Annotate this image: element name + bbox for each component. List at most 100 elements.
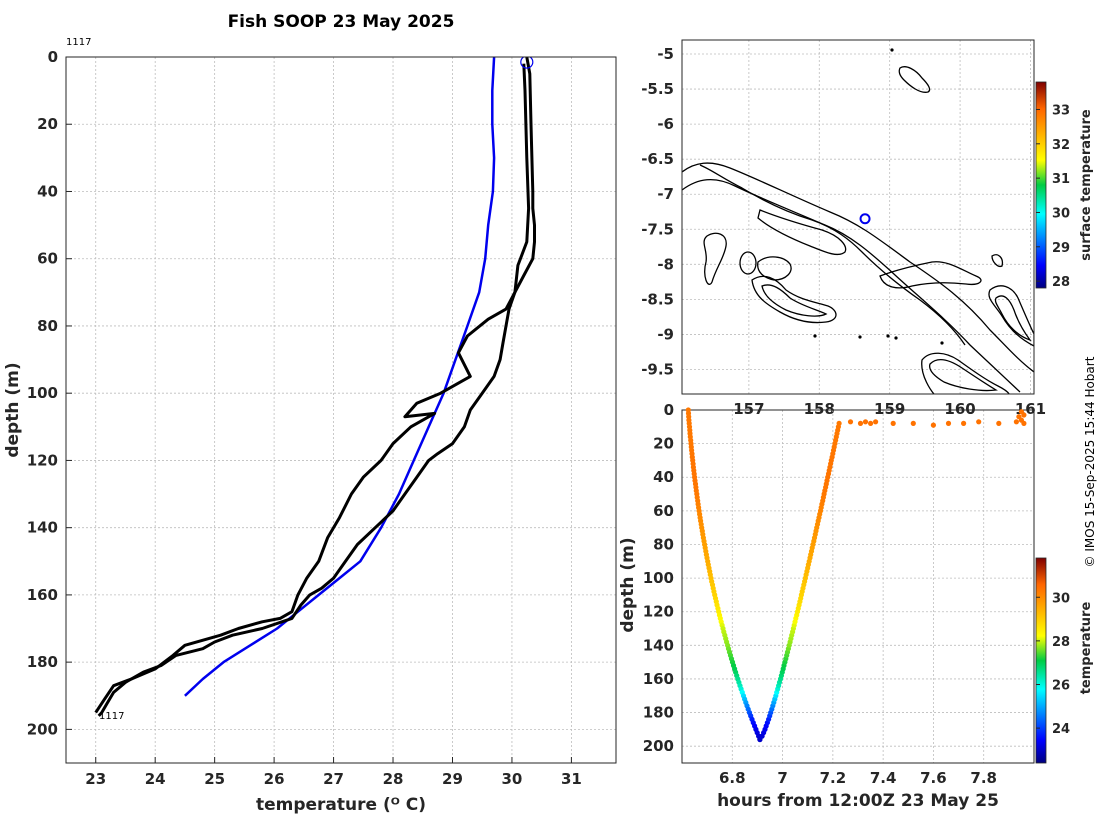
section-x-ticks: 6.8 7 7.2 7.4 7.6 7.8 — [719, 769, 997, 787]
section-colorbar-scale — [1035, 557, 1047, 764]
island-dot-1 — [890, 48, 894, 52]
island-small-ne — [991, 254, 1004, 268]
island-group-west — [751, 275, 837, 324]
section-grid — [682, 409, 1034, 763]
profile-x-tick-4: 27 — [323, 770, 344, 788]
island-east-outline — [988, 285, 1034, 347]
profile-id-top: 1117 — [66, 37, 91, 48]
map-y-tick-2: -6 — [657, 115, 674, 133]
map-x-tick-1: 158 — [804, 400, 835, 418]
map-colorbar-scale — [1035, 81, 1047, 289]
section-surface-point-10 — [976, 419, 982, 425]
section-surface-point-9 — [961, 420, 967, 426]
section-colorbar-label: temperature — [1079, 602, 1094, 695]
profile-x-tick-5: 28 — [383, 770, 404, 788]
section-colorbar-tick-0: 24 — [1052, 722, 1070, 737]
profile-y-tick-3: 60 — [37, 250, 58, 268]
section-x-tick-4: 7.6 — [920, 769, 947, 787]
profile-series-downcast — [97, 57, 536, 717]
island-chain-east — [879, 261, 982, 289]
map-y-tick-5: -7.5 — [641, 220, 674, 238]
section-point-up-94 — [836, 420, 842, 426]
section-surface-point-0 — [847, 419, 854, 425]
island-dot-5 — [940, 341, 944, 345]
section-y-tick-4: 80 — [653, 535, 674, 553]
section-surface-point-3 — [868, 420, 874, 426]
profile-y-tick-5: 100 — [27, 384, 58, 402]
profile-series-upcast — [94, 63, 531, 714]
section-x-tick-2: 7.2 — [820, 769, 847, 787]
map-grid — [682, 40, 1034, 394]
section-surface-point-11 — [996, 420, 1002, 426]
map-y-tick-3: -6.5 — [641, 150, 674, 168]
section-y-tick-5: 100 — [643, 569, 674, 587]
section-surface-point-6 — [910, 420, 916, 426]
profile-y-tick-4: 80 — [37, 317, 58, 335]
island-small-n — [898, 66, 931, 93]
map-y-ticks: -5 -5.5 -6 -6.5 -7 -7.5 -8 -8.5 -9 -9.5 — [641, 45, 674, 378]
section-points — [685, 407, 1027, 743]
section-colorbar-tick-3: 30 — [1052, 591, 1070, 606]
profile-surface-marker — [520, 57, 534, 69]
island-group-west-inner — [761, 284, 828, 317]
credit-text: © IMOS 15-Sep-2025 15:44 Hobart — [1083, 356, 1097, 567]
profile-y-tick-0: 0 — [48, 48, 58, 66]
map-colorbar-tick-0: 28 — [1052, 275, 1070, 290]
island-dot-4 — [858, 335, 862, 339]
coast-contour-inner — [682, 179, 1021, 393]
section-colorbar-tick-1: 26 — [1052, 678, 1070, 693]
map-colorbar-tick-2: 30 — [1052, 206, 1070, 221]
map-y-tick-6: -8 — [657, 255, 674, 273]
section-y-tick-6: 120 — [643, 603, 674, 621]
map-chart: 157 158 159 160 161 -5-5.5-6-6.5-7-7.5-8-8.5… — [641, 39, 1046, 418]
section-surface-point-1 — [857, 420, 864, 426]
profile-x-tick-0: 23 — [85, 770, 106, 788]
section-x-tick-3: 7.4 — [870, 769, 897, 787]
section-y-tick-0: 0 — [664, 401, 674, 419]
profile-y-tick-1: 20 — [37, 115, 58, 133]
profile-y-tick-9: 180 — [27, 653, 58, 671]
profile-y-label: depth (m) — [3, 362, 23, 457]
map-x-ticks: 157 158 159 160 161 — [733, 400, 1046, 418]
island-group-mid — [757, 256, 792, 281]
map-y-tick-8: -9 — [657, 325, 674, 343]
profile-y-tick-6: 120 — [27, 451, 58, 469]
profile-x-tick-3: 26 — [264, 770, 285, 788]
island-dot-2 — [886, 334, 890, 338]
section-colorbar-ticks: 24 26 28 30 — [1036, 591, 1070, 737]
island-guadalcanal-outline — [703, 232, 727, 285]
island-dot-6 — [813, 334, 817, 338]
profile-series-climatology — [184, 57, 496, 697]
map-y-tick-7: -8.5 — [641, 290, 674, 308]
map-y-tick-0: -5 — [657, 45, 674, 63]
section-y-tick-3: 60 — [653, 502, 674, 520]
section-y-tick-7: 140 — [643, 636, 674, 654]
island-dot-3 — [894, 336, 898, 340]
section-y-tick-1: 20 — [653, 435, 674, 453]
profile-x-tick-1: 24 — [145, 770, 166, 788]
section-surface-point-8 — [945, 420, 952, 426]
island-east-inner — [994, 295, 1032, 342]
section-y-tick-2: 40 — [653, 468, 674, 486]
map-colorbar-label: surface temperature — [1079, 109, 1094, 261]
island-south-east — [921, 352, 1010, 394]
map-colorbar-tick-5: 33 — [1052, 103, 1070, 118]
section-y-ticks: 0 20 40 60 80 100 120 140 160 180 200 — [643, 401, 674, 755]
profile-x-label: temperature (ᴼ C) — [256, 795, 426, 815]
profile-grid — [66, 56, 616, 763]
section-surface-point-5 — [890, 420, 896, 426]
profile-y-tick-8: 160 — [27, 586, 58, 604]
figure-title: Fish SOOP 23 May 2025 — [228, 12, 455, 32]
profile-id-bottom: 1117 — [99, 711, 124, 722]
section-colorbar: 24 26 28 30 temperature — [1035, 557, 1094, 764]
map-x-tick-0: 157 — [733, 400, 764, 418]
profile-y-tick-7: 140 — [27, 519, 58, 537]
section-x-label: hours from 12:00Z 23 May 25 — [717, 791, 999, 811]
map-colorbar-tick-3: 31 — [1052, 172, 1070, 187]
section-surface-point-16 — [1021, 412, 1027, 418]
section-y-label: depth (m) — [618, 537, 638, 632]
profile-x-tick-6: 29 — [442, 770, 463, 788]
map-x-tick-2: 159 — [874, 400, 905, 418]
map-colorbar-ticks: 28 29 30 31 32 33 — [1036, 103, 1070, 290]
